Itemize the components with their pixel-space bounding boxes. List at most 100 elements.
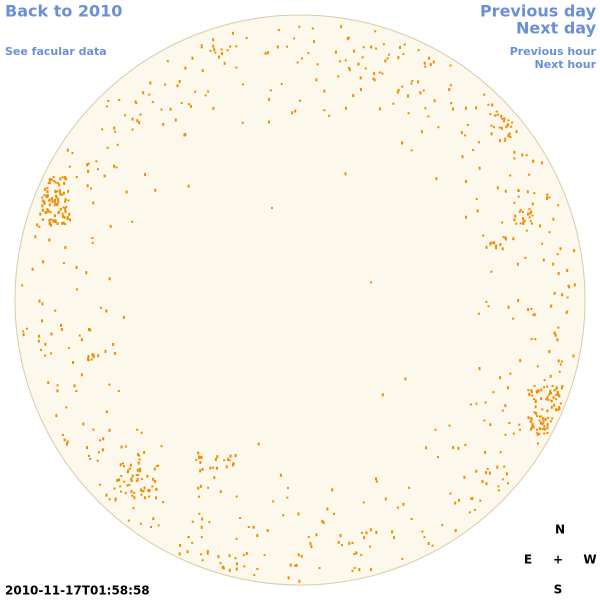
facular-point — [136, 428, 139, 431]
facular-point — [66, 215, 69, 218]
facular-point — [26, 327, 28, 330]
facular-point — [518, 210, 521, 213]
facular-point — [287, 576, 290, 580]
facular-point — [92, 201, 95, 205]
facular-point — [152, 517, 155, 521]
compass-north: N — [555, 523, 565, 537]
facular-point — [63, 216, 66, 219]
facular-point — [410, 149, 413, 152]
facular-point — [532, 425, 535, 429]
facular-link[interactable]: See facular data — [5, 45, 107, 58]
facular-point — [555, 386, 558, 390]
facular-point — [353, 567, 356, 569]
facular-point — [369, 528, 372, 532]
facular-point — [268, 97, 271, 101]
facular-point — [496, 186, 499, 190]
facular-point — [300, 554, 303, 558]
facular-point — [235, 562, 238, 566]
previous-day-link[interactable]: Previous day — [480, 2, 597, 21]
facular-point — [553, 331, 556, 335]
facular-point — [527, 389, 530, 392]
facular-point — [536, 431, 539, 434]
facular-point — [475, 469, 478, 473]
facular-point — [364, 67, 367, 70]
facular-point — [128, 467, 131, 470]
facular-point — [201, 69, 204, 73]
facular-point — [208, 521, 211, 524]
facular-point — [235, 66, 238, 69]
next-hour-link[interactable]: Next hour — [535, 58, 597, 71]
facular-point — [22, 330, 25, 333]
facular-point — [536, 433, 539, 436]
facular-point — [501, 221, 504, 224]
facular-point — [162, 122, 165, 126]
facular-point — [519, 359, 522, 363]
facular-point — [108, 498, 111, 501]
facular-point — [493, 241, 496, 245]
facular-point — [373, 78, 376, 82]
back-link[interactable]: Back to 2010 — [5, 2, 122, 21]
facular-point — [493, 126, 495, 129]
facular-point — [195, 458, 198, 461]
facular-point — [225, 465, 228, 469]
facular-point — [59, 193, 62, 196]
facular-point — [307, 52, 310, 55]
facular-point — [227, 457, 229, 461]
facular-point — [133, 491, 136, 494]
facular-point — [549, 305, 552, 308]
facular-point — [61, 193, 64, 196]
facular-point — [169, 107, 172, 111]
facular-point — [38, 334, 41, 338]
facular-point — [206, 551, 209, 555]
facular-point — [315, 78, 318, 82]
facular-point — [133, 496, 136, 500]
facular-point — [297, 553, 300, 557]
facular-point — [59, 177, 62, 181]
facular-point — [375, 480, 378, 483]
facular-point — [252, 525, 255, 529]
facular-point — [293, 37, 296, 40]
facular-point — [85, 271, 88, 275]
facular-point — [420, 130, 423, 134]
previous-hour-link[interactable]: Previous hour — [510, 45, 597, 58]
facular-point — [156, 465, 159, 468]
facular-point — [530, 222, 533, 225]
facular-point — [200, 553, 203, 556]
facular-point — [552, 395, 555, 399]
facular-point — [540, 388, 543, 392]
facular-point — [97, 451, 100, 454]
facular-point — [92, 355, 95, 359]
facular-point — [116, 143, 119, 146]
facular-point — [529, 212, 532, 215]
facular-point — [362, 46, 365, 49]
facular-point — [43, 194, 46, 197]
facular-point — [245, 552, 248, 555]
facular-point — [509, 372, 512, 375]
facular-point — [341, 544, 343, 547]
facular-point — [485, 245, 488, 249]
facular-point — [98, 483, 101, 486]
facular-point — [61, 176, 64, 179]
facular-point — [410, 518, 413, 520]
facular-point — [374, 30, 377, 33]
facular-point — [547, 399, 550, 401]
facular-point — [546, 395, 549, 399]
facular-point — [50, 223, 52, 227]
facular-point — [152, 477, 155, 481]
facular-point — [142, 490, 145, 493]
facular-point — [127, 469, 130, 473]
facular-point — [560, 386, 563, 390]
next-day-link[interactable]: Next day — [516, 19, 597, 38]
facular-point — [487, 305, 490, 308]
facular-point — [513, 201, 516, 204]
facular-point — [235, 45, 238, 48]
facular-point — [49, 211, 52, 214]
facular-point — [501, 247, 504, 251]
facular-point — [216, 455, 219, 459]
facular-point — [410, 82, 413, 85]
facular-point — [502, 120, 505, 123]
facular-point — [495, 246, 497, 250]
facular-point — [139, 488, 142, 492]
facular-point — [276, 45, 279, 49]
facular-point — [519, 209, 522, 212]
